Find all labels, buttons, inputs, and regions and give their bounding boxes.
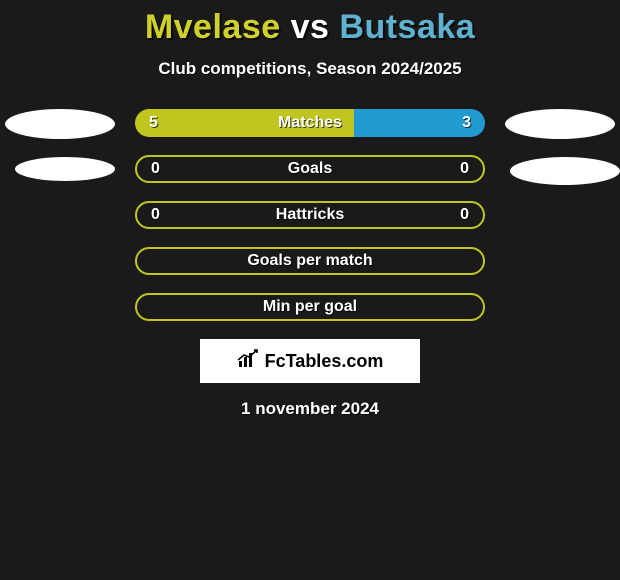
stat-row: Min per goal [0,293,620,321]
stat-value-left: 5 [149,114,158,132]
stat-label: Min per goal [263,298,357,316]
stat-value-right: 0 [460,160,469,178]
subtitle: Club competitions, Season 2024/2025 [0,59,620,79]
stat-bar: Min per goal [135,293,485,321]
date-label: 1 november 2024 [0,399,620,419]
brand-box[interactable]: FcTables.com [200,339,420,383]
page-title: Mvelase vs Butsaka [0,8,620,47]
stat-row: Hattricks 0 0 [0,201,620,229]
stat-label: Matches [278,114,342,132]
chart-icon [237,349,259,374]
stat-value-left: 0 [151,206,160,224]
player-right-name: Butsaka [339,8,475,46]
stat-row: Matches 5 3 [0,109,620,137]
stat-bar: Hattricks 0 0 [135,201,485,229]
title-vs: vs [291,8,330,46]
stat-label: Goals [288,160,332,178]
player-left-name: Mvelase [145,8,281,46]
stat-bar: Matches 5 3 [135,109,485,137]
stat-label: Hattricks [276,206,344,224]
stat-value-right: 3 [462,114,471,132]
stats-rows: Matches 5 3 Goals 0 0 Hattricks 0 0 Goals per mat… [0,109,620,321]
stat-bar: Goals per match [135,247,485,275]
stat-row: Goals per match [0,247,620,275]
stat-value-left: 0 [151,160,160,178]
stat-value-right: 0 [460,206,469,224]
comparison-card: Mvelase vs Butsaka Club competitions, Se… [0,0,620,419]
stat-label: Goals per match [247,252,372,270]
stat-row: Goals 0 0 [0,155,620,183]
brand-text: FcTables.com [265,351,384,372]
stat-bar: Goals 0 0 [135,155,485,183]
